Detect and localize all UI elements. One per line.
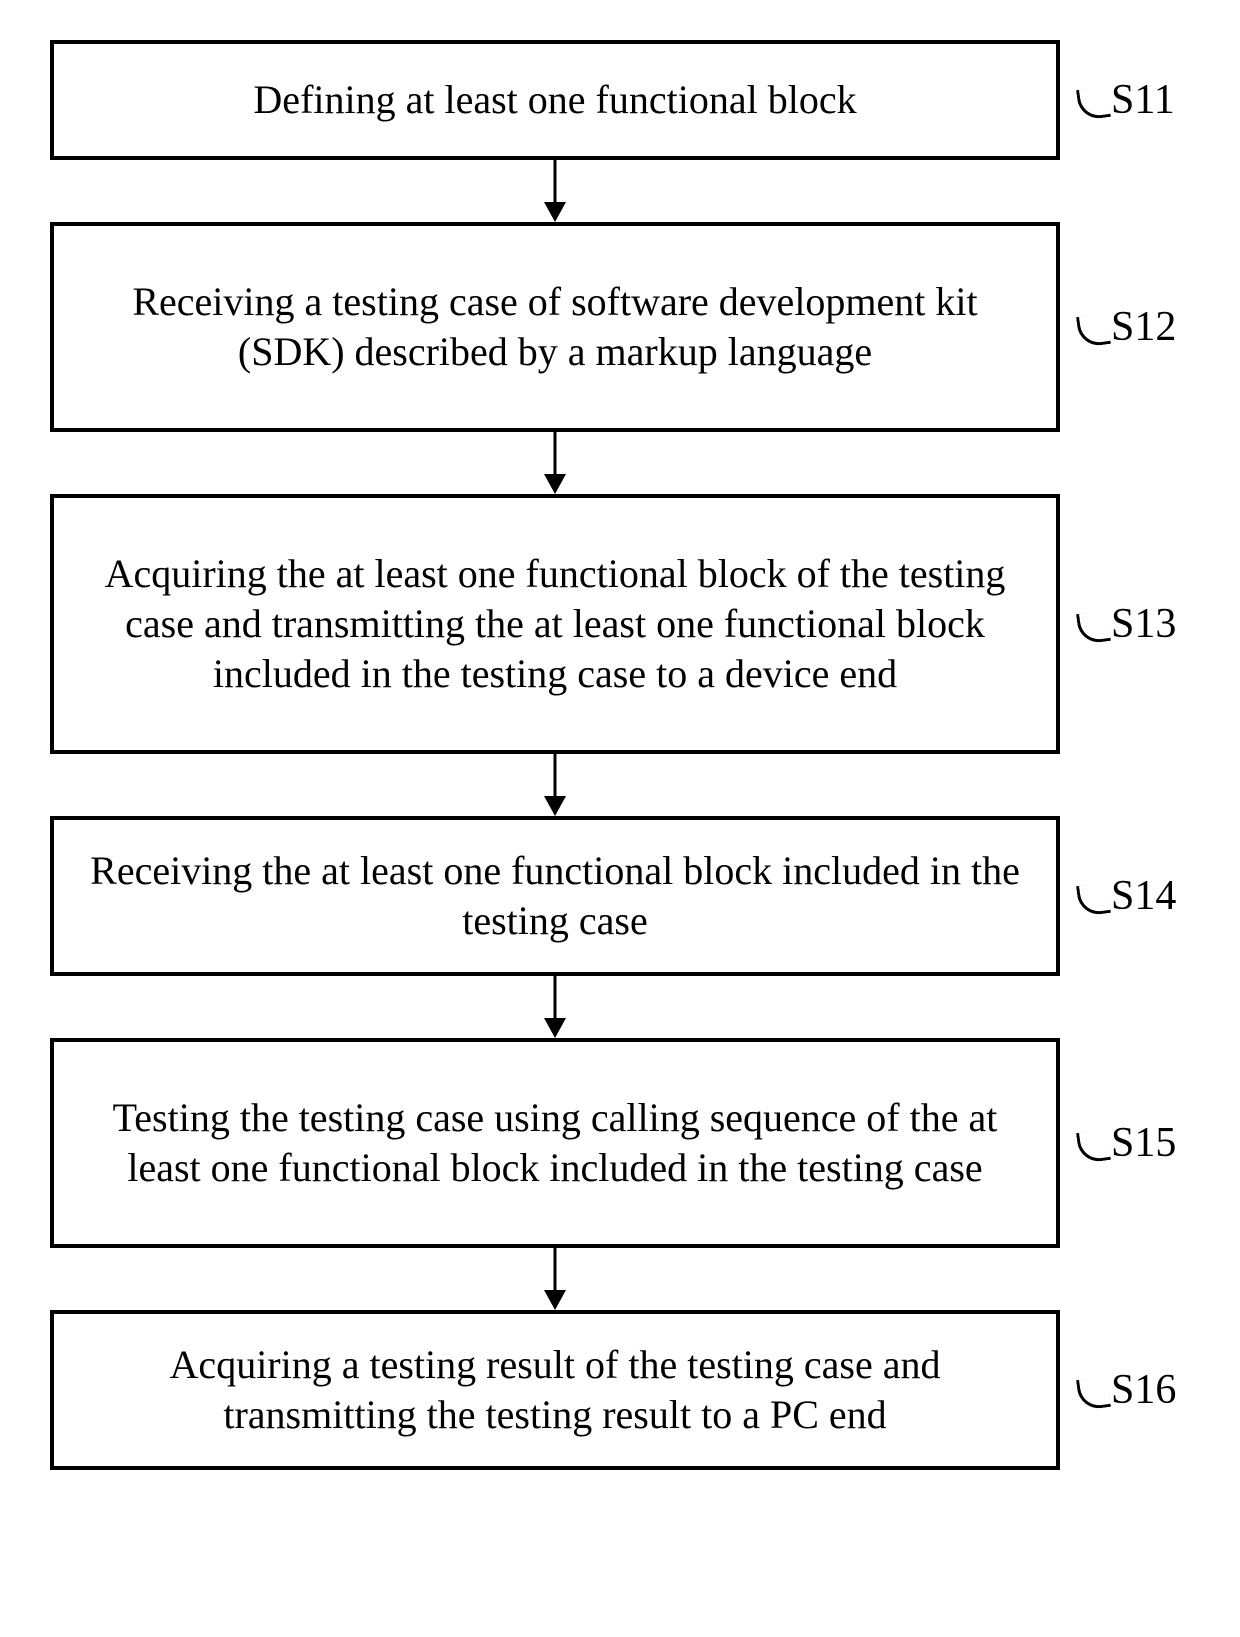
step-label-s12: S12 [1078,303,1176,351]
step-text: Defining at least one functional block [253,75,856,125]
step-row: Acquiring a testing result of the testin… [50,1310,1190,1470]
step-box-s11: Defining at least one functional block [50,40,1060,160]
step-text: Receiving a testing case of software dev… [84,277,1026,377]
step-row: Defining at least one functional block S… [50,40,1190,160]
step-label-s13: S13 [1078,600,1176,648]
step-row: Acquiring the at least one functional bl… [50,494,1190,754]
arrow-icon [544,432,566,494]
step-box-s15: Testing the testing case using calling s… [50,1038,1060,1248]
step-text: Receiving the at least one functional bl… [84,846,1026,946]
arrow-icon [544,976,566,1038]
arrow-icon [544,160,566,222]
step-row: Receiving the at least one functional bl… [50,816,1190,976]
step-label-s16: S16 [1078,1366,1176,1414]
arrow-icon [544,754,566,816]
arrow-icon [544,1248,566,1310]
step-box-s12: Receiving a testing case of software dev… [50,222,1060,432]
step-text: Acquiring the at least one functional bl… [84,549,1026,699]
arrow-wrap [50,976,1060,1038]
step-box-s13: Acquiring the at least one functional bl… [50,494,1060,754]
step-row: Receiving a testing case of software dev… [50,222,1190,432]
arrow-wrap [50,1248,1060,1310]
step-row: Testing the testing case using calling s… [50,1038,1190,1248]
step-box-s16: Acquiring a testing result of the testin… [50,1310,1060,1470]
step-text: Acquiring a testing result of the testin… [84,1340,1026,1440]
step-label-s11: S11 [1078,76,1175,124]
step-label-s14: S14 [1078,872,1176,920]
arrow-wrap [50,432,1060,494]
arrow-wrap [50,754,1060,816]
step-label-s15: S15 [1078,1119,1176,1167]
step-box-s14: Receiving the at least one functional bl… [50,816,1060,976]
step-text: Testing the testing case using calling s… [84,1093,1026,1193]
flowchart-container: Defining at least one functional block S… [50,40,1190,1470]
arrow-wrap [50,160,1060,222]
